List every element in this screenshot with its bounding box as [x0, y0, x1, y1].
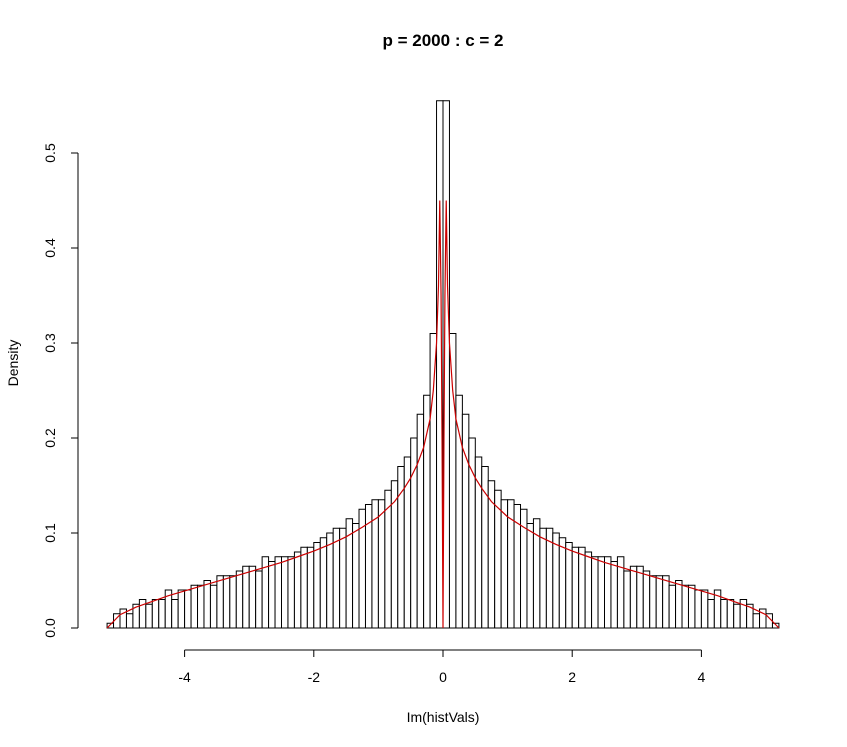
- histogram-bar: [397, 466, 405, 629]
- x-tick-label: 0: [439, 669, 447, 685]
- histogram-bar: [216, 575, 224, 629]
- histogram-bar: [190, 584, 199, 629]
- histogram-bar: [268, 561, 276, 629]
- y-tick-label: 0.1: [42, 523, 58, 543]
- x-tick-label: 2: [568, 669, 576, 685]
- x-tick-label: -2: [308, 669, 321, 685]
- histogram-bar: [332, 527, 341, 629]
- histogram-bar: [720, 599, 728, 629]
- histogram-bar: [287, 556, 295, 629]
- histogram-bar: [649, 575, 657, 629]
- histogram-bar: [455, 394, 463, 629]
- histogram-bar: [242, 565, 250, 629]
- histogram-bar: [184, 589, 192, 629]
- histogram-bar: [326, 532, 334, 629]
- histogram-bar: [222, 575, 231, 629]
- x-axis-label: Im(histVals): [407, 709, 480, 725]
- y-tick-label: 0.5: [42, 143, 58, 163]
- histogram-bar: [700, 589, 709, 629]
- histogram-bar: [461, 413, 470, 629]
- histogram-bar: [636, 565, 644, 629]
- histogram-bar: [584, 551, 593, 629]
- histogram-bar: [675, 580, 683, 629]
- histogram-bar: [197, 584, 205, 629]
- y-axis-label: Density: [5, 340, 21, 387]
- histogram-bar: [552, 532, 560, 629]
- histogram-bar: [248, 565, 257, 629]
- histogram-bar: [545, 527, 554, 629]
- histogram-bar: [293, 551, 302, 629]
- histogram-bar: [203, 580, 211, 629]
- histogram-bars: [106, 100, 780, 629]
- histogram-bar: [145, 603, 153, 629]
- histogram-bar: [235, 570, 244, 629]
- histogram-bar: [726, 599, 735, 629]
- histogram-bar: [597, 556, 605, 629]
- histogram-bar: [306, 546, 315, 629]
- histogram-bar: [526, 523, 534, 629]
- histogram-bar: [281, 556, 289, 629]
- histogram-bar: [255, 570, 263, 629]
- histogram-bar: [707, 599, 715, 629]
- histogram-bar: [171, 599, 179, 629]
- histogram-bar: [339, 527, 347, 629]
- x-axis: -4 -2 0 2 4: [178, 649, 706, 685]
- histogram-bar: [300, 546, 308, 629]
- histogram-bar: [623, 570, 631, 629]
- histogram-bar: [655, 575, 664, 629]
- histogram-bar: [610, 561, 618, 629]
- histogram-bar: [500, 499, 509, 629]
- histogram-bar: [319, 537, 328, 629]
- histogram-bar: [125, 613, 134, 629]
- histogram-bar: [494, 489, 502, 629]
- histogram-bar: [629, 565, 638, 629]
- histogram-bar: [571, 546, 580, 629]
- density-curve-layer: [106, 200, 780, 629]
- histogram-bar: [539, 527, 547, 629]
- y-tick-label: 0.0: [42, 618, 58, 638]
- histogram-bar: [177, 589, 186, 629]
- histogram-bar: [151, 599, 160, 629]
- histogram-bar: [681, 584, 689, 629]
- histogram-bar: [429, 333, 438, 629]
- histogram-bar: [377, 499, 386, 629]
- histogram-bar: [229, 575, 237, 629]
- histogram-bar: [733, 603, 741, 629]
- y-tick-label: 0.2: [42, 428, 58, 448]
- histogram-bar: [416, 413, 425, 629]
- density-curve: [106, 200, 780, 629]
- x-tick-label: -4: [178, 669, 191, 685]
- y-tick-label: 0.4: [42, 238, 58, 258]
- chart-title: p = 2000 : c = 2: [383, 31, 504, 50]
- histogram-bar: [448, 333, 457, 629]
- histogram-bar: [662, 575, 670, 629]
- histogram-bar: [752, 613, 761, 629]
- histogram-bar: [209, 584, 218, 629]
- histogram-bar: [384, 489, 392, 629]
- histogram-bar: [481, 466, 489, 629]
- histogram-bar: [274, 556, 283, 629]
- histogram-bar: [423, 394, 431, 629]
- histogram-bar: [578, 546, 586, 629]
- x-tick-label: 4: [698, 669, 706, 685]
- histogram-bar: [668, 584, 677, 629]
- histogram-bar: [771, 622, 780, 629]
- histogram-bar: [487, 480, 496, 629]
- histogram-bar: [352, 523, 360, 629]
- histogram-bar: [390, 480, 399, 629]
- y-tick-label: 0.3: [42, 333, 58, 353]
- histogram-bar: [687, 584, 696, 629]
- histogram-bar: [591, 556, 599, 629]
- histogram-bar: [313, 542, 321, 629]
- histogram-bar: [565, 542, 573, 629]
- histogram-bar: [642, 570, 651, 629]
- histogram-bar: [694, 589, 702, 629]
- y-axis: 0.0 0.1 0.2 0.3 0.4 0.5: [42, 143, 79, 638]
- histogram-bar: [604, 556, 612, 629]
- histogram-bar: [158, 599, 166, 629]
- histogram-bar: [558, 537, 567, 629]
